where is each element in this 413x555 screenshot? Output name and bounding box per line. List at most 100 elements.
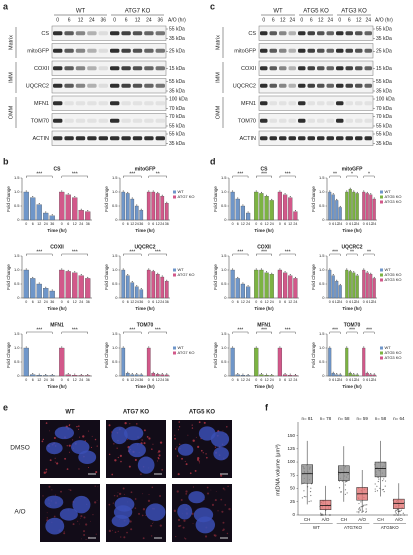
y-tick-label: 1.0 — [221, 189, 227, 194]
bar-dot — [166, 201, 168, 203]
bar — [155, 374, 160, 377]
legend-swatch — [173, 190, 176, 194]
x-tick-label: 12 — [37, 300, 41, 304]
bar-dot — [51, 373, 53, 375]
bar-dot — [131, 373, 133, 375]
mito-signal — [66, 468, 69, 470]
chart-title: mitoGFP — [135, 166, 156, 172]
x-tick-label: 24 — [338, 378, 342, 382]
bar-dot — [51, 214, 53, 216]
mito-signal — [108, 529, 112, 533]
band — [132, 83, 143, 88]
band — [336, 118, 344, 123]
legend-label: WT — [178, 345, 185, 350]
mito-signal — [174, 437, 176, 440]
band — [98, 66, 108, 71]
x-tick-label: 12 — [156, 222, 160, 226]
x-tick-label: 12 — [265, 222, 269, 226]
sig-annotation: * — [351, 171, 353, 177]
bar-dot — [136, 373, 138, 375]
bar — [78, 275, 84, 299]
bar — [355, 374, 359, 377]
band — [336, 66, 344, 71]
marker-label: 35 kDa — [169, 141, 185, 147]
bar-dot — [349, 187, 351, 189]
nucleus — [44, 495, 64, 509]
sig-annotation: *** — [237, 249, 243, 255]
band — [53, 136, 63, 141]
protein-label: TOM70 — [31, 119, 49, 125]
band — [75, 48, 86, 53]
mito-signal — [120, 460, 122, 463]
mito-signal — [152, 443, 154, 445]
bar-dot — [271, 373, 273, 375]
mito-signal — [159, 494, 162, 497]
mito-signal — [45, 471, 48, 473]
blot-frame — [258, 25, 374, 41]
bar-dot — [332, 274, 334, 276]
mito-signal — [217, 510, 219, 512]
bar-dot — [131, 281, 133, 283]
sig-annotation: *** — [237, 327, 243, 333]
x-tick-label: 12 — [130, 300, 134, 304]
x-tick-label: 12 — [352, 222, 356, 226]
jitter-point — [365, 511, 367, 513]
bar-dot — [294, 210, 296, 212]
x-tick-label: CH — [377, 517, 384, 522]
bar-dot — [366, 371, 368, 373]
band — [345, 48, 353, 53]
x-tick-label: 24 — [293, 378, 297, 382]
mito-signal — [126, 531, 128, 534]
y-tick-label: 1.0 — [14, 345, 20, 350]
band — [298, 66, 306, 71]
bar — [245, 212, 251, 221]
legend-swatch — [380, 351, 383, 355]
jitter-point — [329, 514, 331, 516]
bar — [269, 200, 274, 221]
jitter-point — [305, 496, 307, 498]
bar — [65, 271, 71, 299]
bar — [331, 194, 335, 221]
mito-signal — [56, 462, 59, 465]
jitter-point — [403, 514, 405, 516]
marker-label: 55 kDa — [169, 79, 185, 85]
y-axis-label: Fold Change — [104, 264, 109, 290]
mito-signal — [200, 449, 203, 452]
mito-signal — [123, 536, 126, 539]
x-tick-label: 24 — [293, 222, 297, 226]
y-tick-label: 0 — [17, 217, 20, 222]
mito-signal — [85, 539, 87, 541]
band — [260, 66, 268, 71]
bar-dot — [87, 373, 89, 375]
bar-dot — [247, 285, 249, 287]
bar — [345, 347, 349, 377]
bar-dot — [32, 196, 34, 198]
bar-dot — [242, 204, 244, 206]
jitter-point — [381, 489, 383, 491]
bar — [288, 375, 293, 377]
bar — [125, 193, 130, 221]
mito-signal — [113, 443, 115, 445]
band — [98, 31, 108, 36]
sig-bracket — [123, 253, 142, 256]
x-tick-label: 0 — [25, 378, 27, 382]
band — [87, 66, 97, 71]
protein-label: MFN1 — [34, 101, 49, 107]
bar-dot — [237, 276, 239, 278]
bar-dot — [332, 371, 334, 373]
sig-bracket — [279, 331, 296, 334]
bar-dot — [260, 268, 262, 270]
mito-signal — [63, 532, 66, 535]
bar-dot — [346, 346, 348, 348]
sig-annotation: *** — [36, 171, 42, 177]
bar-dot — [232, 346, 234, 348]
blot-frame — [51, 113, 167, 129]
sig-bracket — [346, 331, 358, 334]
protein-label: UQCRC2 — [233, 84, 256, 90]
mito-signal — [157, 457, 160, 460]
mito-signal — [210, 489, 212, 491]
x-axis-label: Time (hr) — [254, 228, 274, 233]
bar — [36, 375, 42, 377]
bar — [345, 191, 349, 221]
mito-signal — [204, 535, 208, 538]
